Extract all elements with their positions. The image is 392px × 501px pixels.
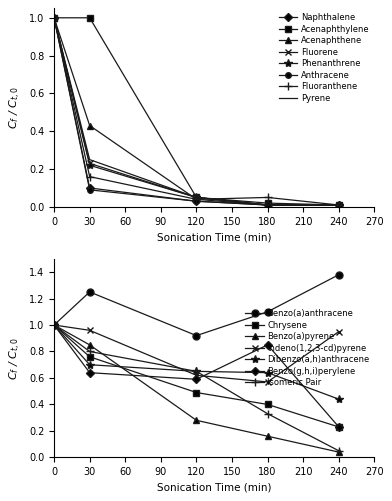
Legend: Benzo(a)anthracene, Chrysene, Benzo(a)pyrene, Indeno(1,2,3-cd)pyrene, Dibenzo(a,: Benzo(a)anthracene, Chrysene, Benzo(a)py… [245, 308, 370, 388]
Fluorene [265, 202, 270, 208]
Anthracene [52, 15, 56, 21]
Line: Isomeric Pair: Isomeric Pair [50, 321, 343, 455]
Acenaphthylene [265, 200, 270, 206]
Line: Benzo(a)anthracene: Benzo(a)anthracene [51, 271, 342, 339]
Acenaphthene [52, 15, 56, 21]
Benzo(g,h,i)perylene [265, 342, 270, 348]
Indeno(1,2,3-cd)pyrene [265, 379, 270, 385]
Dibenzo(a,h)anthracene [87, 362, 92, 368]
Naphthalene [194, 198, 199, 204]
Acenaphthylene [52, 15, 56, 21]
Acenaphthylene [336, 202, 341, 208]
Pyrene [265, 202, 270, 208]
Benzo(a)anthracene [194, 333, 199, 339]
Pyrene [194, 194, 199, 200]
Pyrene [52, 15, 56, 21]
Fluoranthene [194, 196, 199, 202]
Indeno(1,2,3-cd)pyrene [87, 327, 92, 333]
X-axis label: Sonication Time (min): Sonication Time (min) [157, 232, 272, 242]
Acenaphthene [265, 202, 270, 208]
Benzo(a)pyrene [265, 433, 270, 439]
Isomeric Pair [194, 368, 199, 374]
Line: Benzo(g,h,i)perylene: Benzo(g,h,i)perylene [51, 322, 341, 430]
Benzo(a)pyrene [336, 449, 341, 455]
Phenanthrene [52, 15, 56, 21]
Chrysene [336, 424, 341, 430]
Acenaphthene [194, 196, 199, 202]
Phenanthrene [265, 202, 270, 208]
Fluoranthene [336, 202, 341, 208]
Isomeric Pair [52, 322, 56, 328]
Line: Pyrene: Pyrene [54, 18, 339, 205]
Line: Anthracene: Anthracene [51, 15, 341, 208]
Acenaphthylene [194, 194, 199, 200]
Naphthalene [265, 202, 270, 208]
Isomeric Pair [87, 349, 92, 355]
Dibenzo(a,h)anthracene [52, 322, 56, 328]
Fluorene [194, 194, 199, 200]
Benzo(g,h,i)perylene [52, 322, 56, 328]
X-axis label: Sonication Time (min): Sonication Time (min) [157, 482, 272, 492]
Phenanthrene [336, 202, 341, 208]
Benzo(a)anthracene [265, 309, 270, 315]
Isomeric Pair [265, 411, 270, 417]
Fluoranthene [265, 194, 270, 200]
Benzo(a)anthracene [52, 322, 56, 328]
Line: Fluoranthene: Fluoranthene [50, 14, 343, 209]
Indeno(1,2,3-cd)pyrene [336, 329, 341, 335]
Line: Benzo(a)pyrene: Benzo(a)pyrene [51, 322, 341, 455]
Indeno(1,2,3-cd)pyrene [52, 322, 56, 328]
Naphthalene [87, 185, 92, 191]
Phenanthrene [87, 162, 92, 168]
Fluoranthene [52, 15, 56, 21]
Indeno(1,2,3-cd)pyrene [194, 372, 199, 378]
Fluoranthene [87, 174, 92, 180]
Dibenzo(a,h)anthracene [265, 370, 270, 376]
Line: Fluorene: Fluorene [51, 15, 342, 208]
Chrysene [52, 322, 56, 328]
Line: Naphthalene: Naphthalene [51, 15, 341, 208]
Chrysene [265, 401, 270, 407]
Benzo(g,h,i)perylene [87, 370, 92, 376]
Acenaphthene [87, 123, 92, 129]
Line: Acenaphthene: Acenaphthene [51, 15, 341, 208]
Chrysene [194, 389, 199, 395]
Anthracene [265, 202, 270, 208]
Phenanthrene [194, 194, 199, 200]
Benzo(a)anthracene [336, 272, 341, 278]
Legend: Naphthalene, Acenaphthylene, Acenaphthene, Fluorene, Phenanthrene, Anthracene, F: Naphthalene, Acenaphthylene, Acenaphthen… [278, 13, 370, 104]
Benzo(a)pyrene [194, 417, 199, 423]
Anthracene [194, 198, 199, 204]
Dibenzo(a,h)anthracene [336, 396, 341, 402]
Acenaphthylene [87, 15, 92, 21]
Line: Acenaphthylene: Acenaphthylene [51, 15, 341, 208]
Anthracene [336, 202, 341, 208]
Line: Indeno(1,2,3-cd)pyrene: Indeno(1,2,3-cd)pyrene [51, 322, 342, 385]
Fluorene [52, 15, 56, 21]
Anthracene [87, 187, 92, 193]
Fluorene [336, 202, 341, 208]
Benzo(g,h,i)perylene [336, 424, 341, 430]
Y-axis label: $C_f$ / $C_{t,0}$: $C_f$ / $C_{t,0}$ [8, 337, 24, 380]
Chrysene [87, 354, 92, 360]
Y-axis label: $C_f$ / $C_{t,0}$: $C_f$ / $C_{t,0}$ [8, 86, 24, 129]
Dibenzo(a,h)anthracene [194, 368, 199, 374]
Pyrene [336, 202, 341, 208]
Pyrene [87, 157, 92, 163]
Acenaphthene [336, 202, 341, 208]
Benzo(a)pyrene [52, 322, 56, 328]
Benzo(g,h,i)perylene [194, 376, 199, 382]
Line: Chrysene: Chrysene [51, 322, 341, 430]
Fluorene [87, 160, 92, 166]
Benzo(a)anthracene [87, 289, 92, 295]
Benzo(a)pyrene [87, 342, 92, 348]
Isomeric Pair [336, 448, 341, 454]
Naphthalene [336, 202, 341, 208]
Naphthalene [52, 15, 56, 21]
Line: Dibenzo(a,h)anthracene: Dibenzo(a,h)anthracene [50, 321, 343, 403]
Line: Phenanthrene: Phenanthrene [50, 14, 343, 209]
